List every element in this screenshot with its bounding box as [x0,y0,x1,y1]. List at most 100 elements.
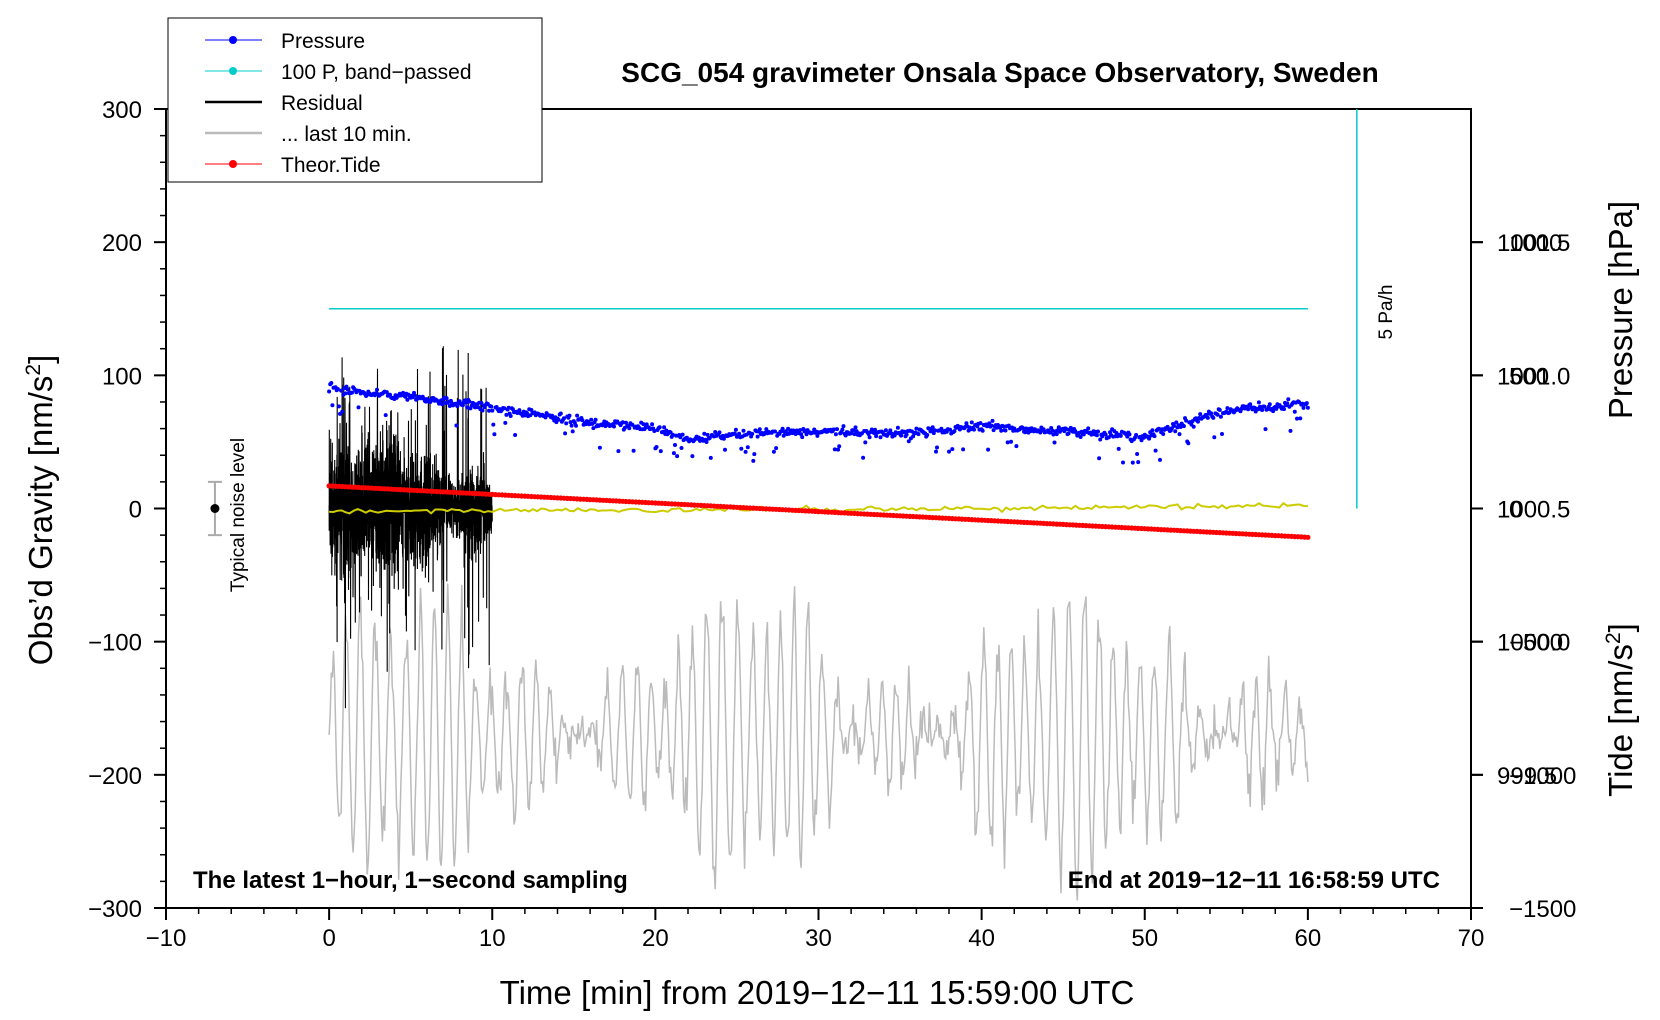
x-axis-title: Time [min] from 2019−12−11 15:59:00 UTC [500,974,1135,1011]
pressure-point [723,447,727,452]
pressure-point [612,424,616,429]
pressure-point [841,424,846,429]
pressure-point [680,432,685,437]
pressure-point [764,427,769,432]
pressure-point [874,434,879,439]
pressure-point [558,411,563,416]
pressure-point [986,447,991,452]
pressure-point [835,427,839,432]
pressure-point [1263,427,1268,432]
pressure-point [972,427,976,432]
pressure-point [591,426,596,431]
pressure-point [1098,437,1103,442]
pressure-point [1054,432,1059,437]
pressure-point [999,428,1004,433]
pressure-point [503,420,508,425]
pressure-point [384,390,389,395]
legend-label: Theor.Tide [281,154,381,177]
pressure-point [1147,436,1152,441]
pressure-point [948,427,953,432]
pressure-point [705,432,710,437]
pressure-tick-label: 1001.5 [1497,230,1570,257]
footer-left-label: The latest 1−hour, 1−second sampling [193,867,628,894]
pressure-point [1217,408,1222,412]
pressure-point [1096,429,1100,434]
pressure-point [1205,415,1210,420]
pressure-point [1204,412,1209,417]
legend-label: Residual [281,92,363,115]
pressure-point [487,408,491,413]
y-axis-title-tide-close: ] [1602,623,1639,632]
pressure-point [978,421,983,426]
pressure-point [863,440,868,445]
pressure-point [861,455,866,460]
pressure-point [741,428,746,433]
pressure-point [335,387,340,391]
y-axis-title-tide-main: Tide [nm/s [1602,644,1639,797]
x-tick-label: 10 [479,925,506,952]
pressure-point [833,432,838,437]
pressure-point [652,429,657,433]
series-residual [328,346,493,709]
pressure-point [888,428,893,433]
pressure-point [991,428,996,433]
pressure-point [702,431,707,436]
pressure-point [771,449,776,454]
pressure-point [630,422,635,427]
pressure-point [1271,409,1276,414]
pressure-tick-label: 1000.5 [1497,497,1570,524]
pressure-point [529,408,534,412]
pressure-point [1153,448,1158,453]
y-axis-title-tide-sup: 2 [1602,632,1625,644]
pressure-point [950,447,955,452]
y-tick-label: −100 [88,630,142,657]
pressure-point [1051,432,1056,437]
pressure-point [780,426,785,431]
tide-tick-label: 1000 [1509,230,1562,257]
pressure-point [774,446,779,451]
pressure-point [1256,400,1261,405]
pressure-point [556,417,561,422]
pressure-point [1005,440,1010,445]
pressure-point [1121,460,1125,465]
x-tick-label: 20 [642,925,669,952]
legend-marker [229,67,237,75]
noise-level-label: Typical noise level [228,438,249,592]
pressure-point [916,432,921,437]
x-tick-label: 50 [1131,925,1158,952]
pressure-point [1218,414,1223,419]
axes-layer: −10 0 10 20 30 40 50 60 70−300−200−1000100200300… [88,97,1576,952]
pressure-point [671,451,676,456]
pressure-point [1086,426,1091,431]
y-axis-title-left-close: ] [22,355,59,364]
pressure-point [743,449,748,454]
y-tick-label: 0 [129,497,142,524]
pressure-point [867,435,872,440]
pressure-point [947,449,951,454]
pressure-point [713,430,718,434]
y-axis-title-pressure: Pressure [hPa] [1602,201,1639,419]
pressure-point [1181,424,1186,429]
pressure-point [1136,460,1141,465]
pressure-point [989,423,994,428]
pressure-point [1292,409,1297,414]
pressure-point [1118,433,1123,438]
pressure-point [673,443,677,447]
pressure-point [1135,452,1140,456]
series-pressure [327,381,1310,465]
pressure-point [624,420,628,425]
pressure-point [340,409,345,414]
pressure-point [440,402,445,407]
pressure-point [1094,433,1099,438]
pressure-point [717,430,722,435]
pressure-point [1295,416,1299,421]
pressure-point [1196,419,1200,424]
pressure-point [708,455,713,460]
pressure-point [490,408,495,413]
x-tick-label: 0 [322,925,335,952]
legend-entries: Pressure 100 P, band−passed Residual ... la… [205,30,472,177]
pressure-tick-label: 999.5 [1497,763,1557,790]
pressure-point [567,413,572,418]
pressure-point [1212,435,1217,440]
pressure-point [662,425,667,430]
